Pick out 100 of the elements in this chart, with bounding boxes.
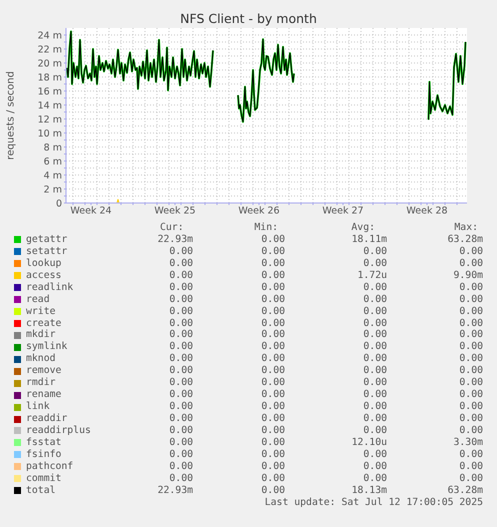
text: 0.00	[260, 436, 285, 449]
text: 0.00	[260, 365, 285, 378]
legend-label: rmdir	[26, 377, 56, 390]
x-tick-label: Week 24	[70, 206, 112, 217]
text: 0.00	[168, 258, 193, 270]
text: 0.00	[168, 246, 193, 258]
legend-label: pathconf	[26, 460, 74, 473]
y-axis-title: requests / second	[6, 71, 17, 160]
text: 0.00	[362, 389, 387, 402]
text: 0.00	[168, 282, 193, 294]
text: 0.00	[458, 318, 483, 330]
text: 0.00	[362, 294, 387, 306]
text: 0.00	[260, 448, 285, 461]
text: 0.00	[458, 401, 483, 414]
text: 0.00	[168, 270, 193, 282]
legend-label: write	[26, 306, 56, 318]
legend-label: mknod	[26, 353, 56, 366]
text: 0.00	[458, 282, 483, 294]
text: 0.00	[260, 270, 285, 282]
text: 0.00	[260, 306, 285, 318]
text: 0.00	[168, 377, 193, 390]
legend-label: mkdir	[26, 329, 56, 342]
text: 22.93m	[156, 484, 193, 497]
text: 12.10u	[350, 436, 387, 449]
text: 0.00	[168, 460, 193, 473]
text: 0.00	[168, 329, 193, 342]
y-tick-label: 20 m	[38, 58, 62, 70]
legend-label: setattr	[26, 246, 68, 258]
text: 18.11m	[350, 234, 387, 246]
text: 0.00	[260, 460, 285, 473]
text: 0.00	[260, 413, 285, 426]
text: 0.00	[260, 377, 285, 390]
y-tick-label: 4 m	[44, 170, 62, 182]
text: Max:	[453, 222, 478, 234]
y-tick-label: 10 m	[38, 128, 62, 140]
text: 22.93m	[156, 234, 193, 246]
text: 0.00	[458, 460, 483, 473]
text: 0.00	[362, 424, 387, 437]
text: 0.00	[458, 329, 483, 342]
text: 0.00	[458, 341, 483, 354]
text: 3.30m	[452, 436, 483, 449]
text: 0.00	[260, 389, 285, 402]
text: 0.00	[168, 365, 193, 378]
legend-label: symlink	[26, 341, 68, 354]
text: 0.00	[168, 472, 193, 485]
text: 0.00	[168, 318, 193, 330]
y-tick-label: 18 m	[38, 72, 62, 84]
text: 0.00	[168, 401, 193, 414]
legend-label: readlink	[26, 282, 74, 294]
legend-label: link	[26, 401, 51, 414]
text: 0.00	[362, 246, 387, 258]
legend-label: lookup	[26, 258, 62, 270]
text: 0.00	[458, 353, 483, 366]
legend-label: remove	[26, 365, 62, 378]
text: 0.00	[260, 282, 285, 294]
text: 0.00	[168, 353, 193, 366]
y-tick-label: 8 m	[44, 142, 62, 154]
text: 0.00	[362, 365, 387, 378]
text: 0.00	[458, 246, 483, 258]
text: 0.00	[458, 389, 483, 402]
y-tick-label: 14 m	[38, 100, 62, 112]
y-tick-label: 12 m	[38, 114, 62, 126]
legend-label: total	[26, 484, 56, 497]
text: 0.00	[362, 448, 387, 461]
legend-label: readdirplus	[26, 424, 92, 437]
text: 0.00	[458, 472, 483, 485]
text: 0.00	[260, 258, 285, 270]
text: 0.00	[362, 472, 387, 485]
text: 0.00	[168, 306, 193, 318]
text: 0.00	[362, 341, 387, 354]
text: 0.00	[362, 377, 387, 390]
text: 0.00	[168, 389, 193, 402]
legend-label: commit	[26, 472, 62, 485]
text: 0.00	[260, 401, 285, 414]
text: 0.00	[362, 353, 387, 366]
text: 0.00	[362, 258, 387, 270]
y-tick-label: 0	[56, 198, 62, 210]
text: 0.00	[260, 329, 285, 342]
text: 0.00	[458, 294, 483, 306]
y-tick-label: 22 m	[38, 44, 62, 56]
text: 0.00	[362, 401, 387, 414]
x-tick-label: Week 26	[238, 206, 280, 217]
text: 63.28m	[446, 234, 483, 246]
legend-label: rename	[26, 389, 62, 402]
text: 0.00	[362, 413, 387, 426]
text: 0.00	[458, 424, 483, 437]
text: 0.00	[260, 472, 285, 485]
text: 0.00	[458, 377, 483, 390]
y-tick-label: 24 m	[38, 30, 62, 42]
text: 0.00	[458, 306, 483, 318]
y-tick-label: 16 m	[38, 86, 62, 98]
text: 0.00	[260, 341, 285, 354]
text: 0.00	[362, 282, 387, 294]
text: 0.00	[260, 353, 285, 366]
text: Last update: Sat Jul 12 17:00:05 2025	[264, 496, 483, 509]
text: 0.00	[168, 294, 193, 306]
text: Min:	[253, 222, 278, 234]
text: 0.00	[260, 318, 285, 330]
text: 0.00	[362, 306, 387, 318]
text: 0.00	[168, 413, 193, 426]
